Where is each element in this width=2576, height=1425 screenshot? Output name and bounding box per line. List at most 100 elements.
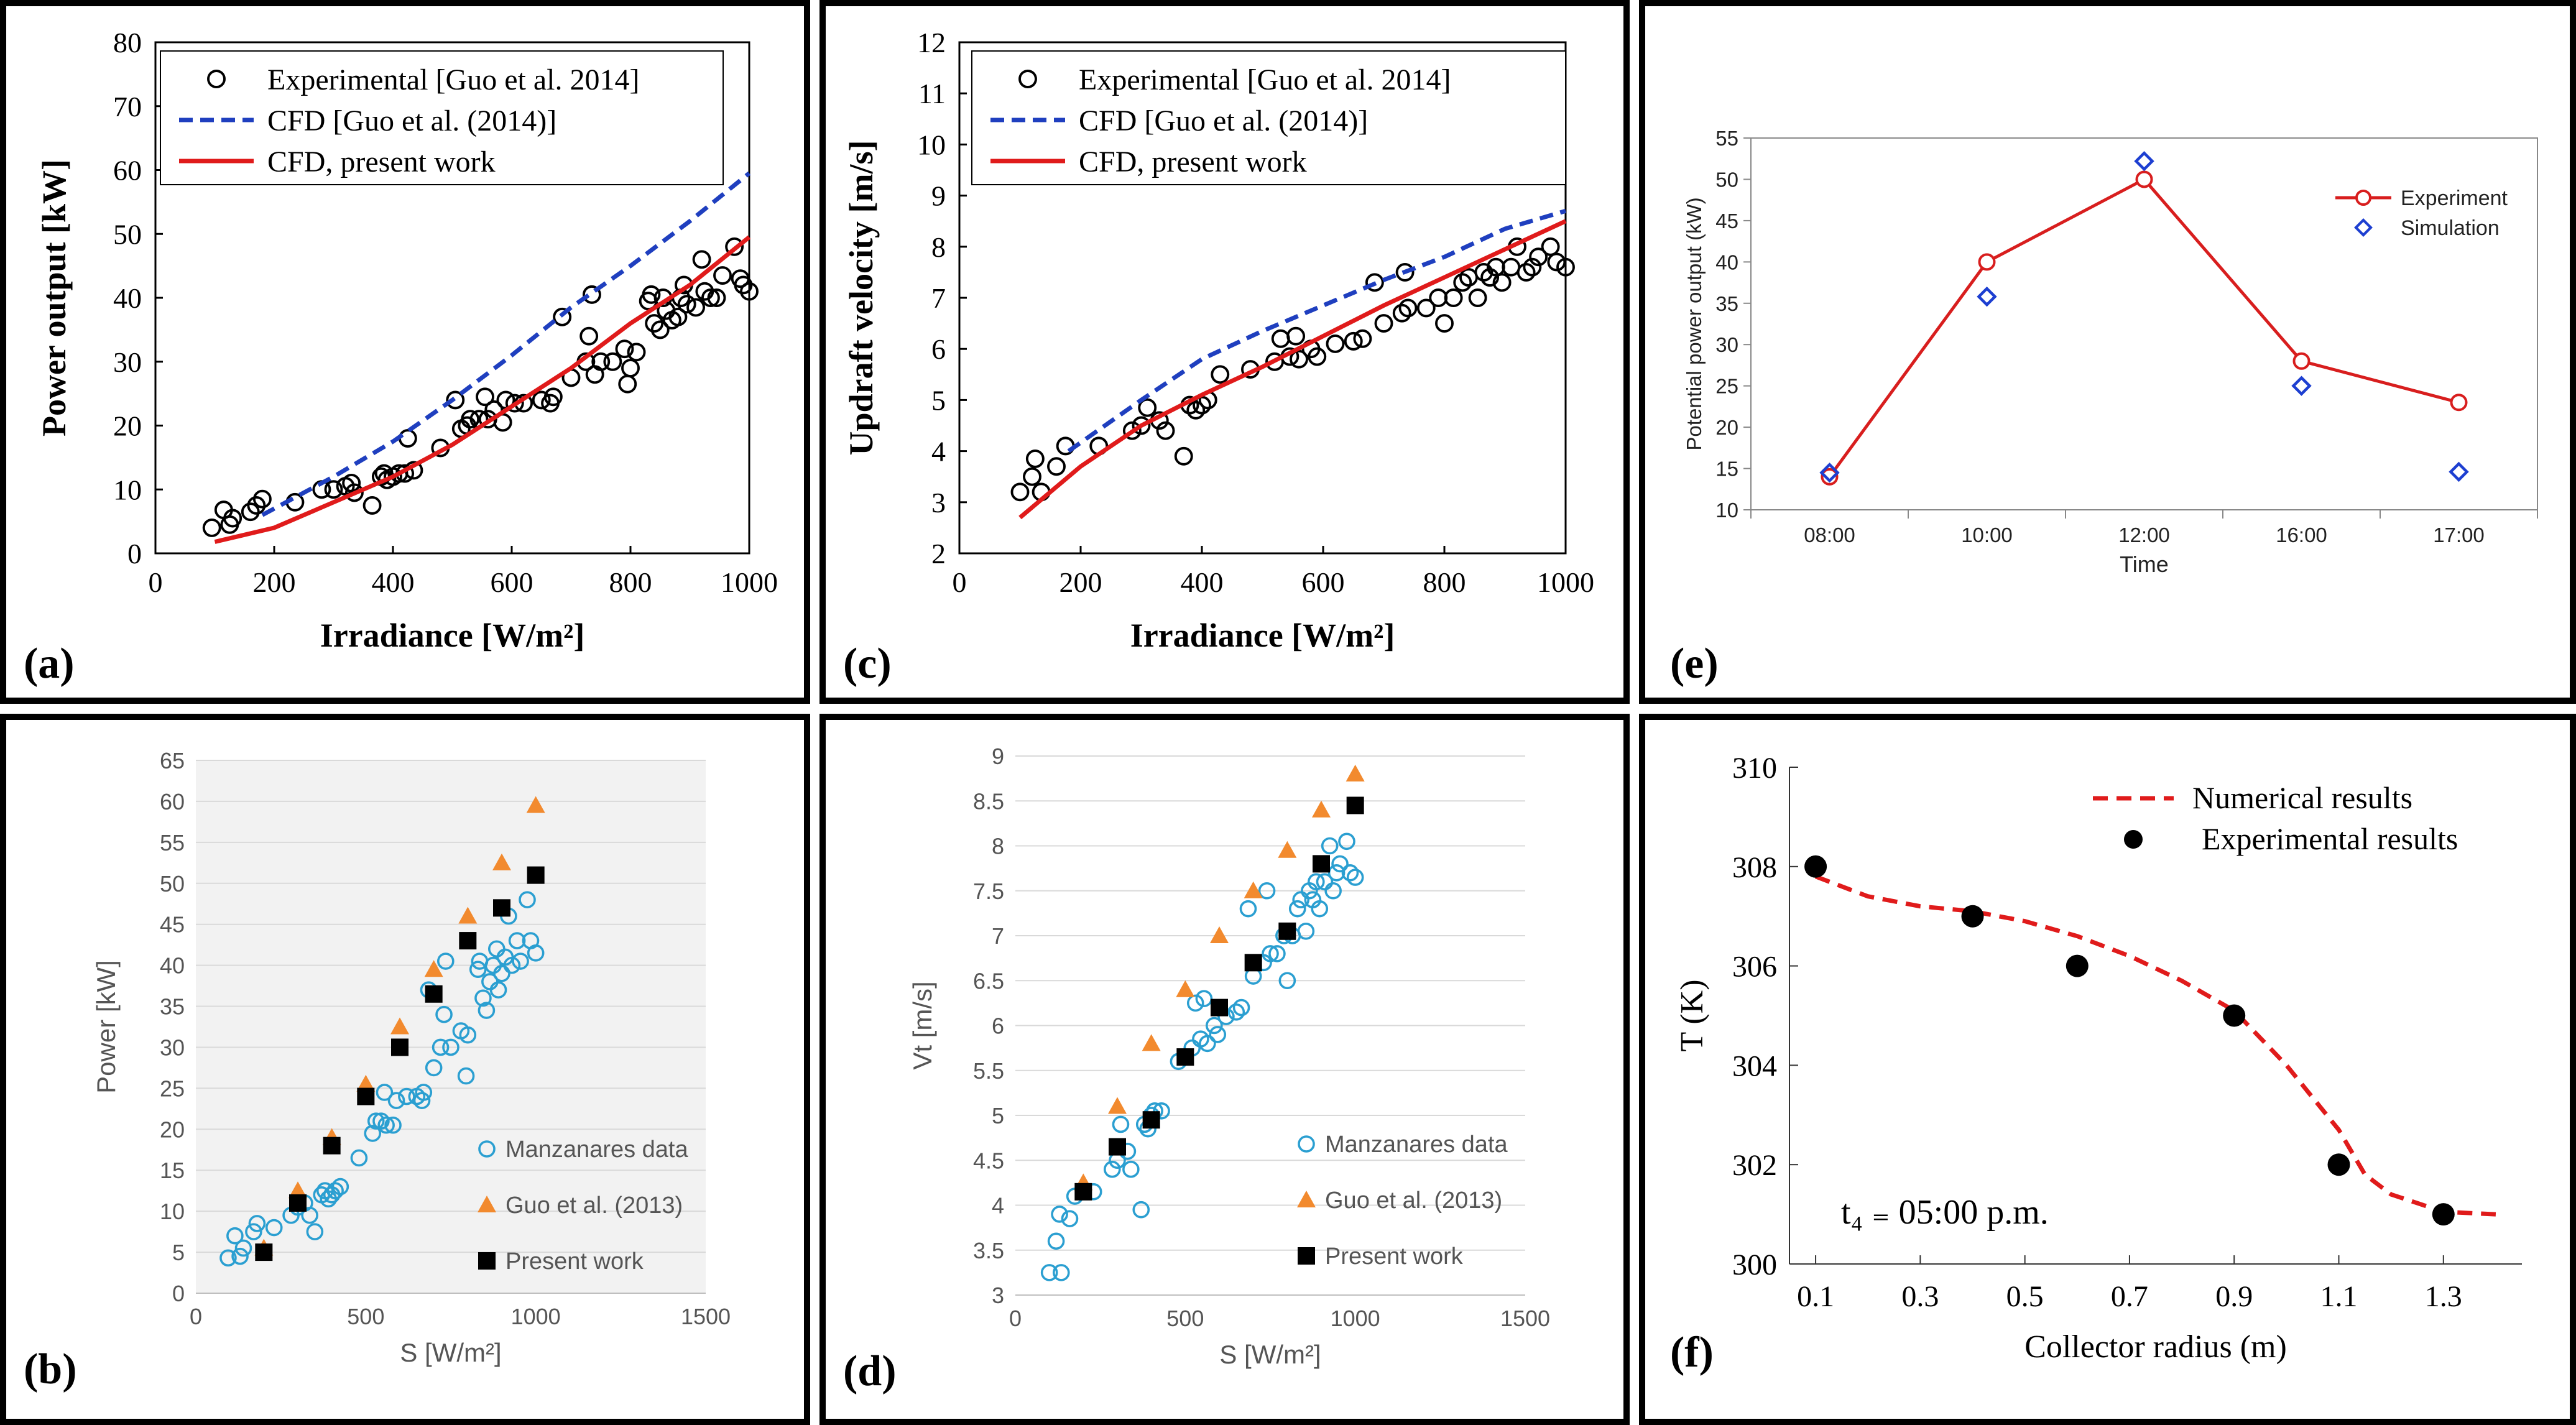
- data-point: [415, 1084, 433, 1101]
- data-point: [642, 285, 661, 304]
- data-point: [615, 339, 634, 359]
- data-point: [2134, 150, 2154, 172]
- data-point: [342, 474, 361, 492]
- y-tick-label: 4: [931, 436, 946, 468]
- y-axis-label: T (K): [1674, 979, 1710, 1051]
- data-point: [707, 288, 726, 307]
- data-point: [1023, 467, 1041, 486]
- legend-label: Manzanares data: [1325, 1132, 1508, 1158]
- data-point: [1176, 980, 1195, 997]
- series-line: [1067, 208, 1566, 453]
- chart-c: 0 200 400 600 800 1000 2 3 4 5 6 7 8 9 10 11 12 Irradianc…: [843, 27, 1594, 688]
- data-point: [226, 1227, 244, 1245]
- data-point: [219, 1249, 237, 1267]
- x-tick-label: 500: [1166, 1306, 1204, 1331]
- x-tick-label: 600: [1302, 566, 1345, 598]
- legend-box: [971, 50, 1566, 185]
- data-point: [326, 1182, 344, 1199]
- data-point: [1344, 331, 1363, 351]
- legend-marker: [1298, 1247, 1315, 1265]
- data-point: [435, 1005, 453, 1023]
- x-tick-label: 500: [347, 1304, 384, 1329]
- data-point: [1365, 273, 1384, 292]
- y-tick-label: 300: [1732, 1248, 1777, 1281]
- data-point: [492, 853, 511, 870]
- y-tick-label: 30: [113, 346, 142, 378]
- data-point: [1109, 1138, 1126, 1156]
- data-point: [446, 390, 465, 410]
- x-tick-label: 1500: [1500, 1306, 1550, 1331]
- data-point: [265, 1219, 283, 1237]
- y-tick-label: 302: [1732, 1149, 1777, 1182]
- x-tick-label: 0.3: [1901, 1280, 1939, 1313]
- chart-a: 0 200 400 600 800 1000 0 10 20 30 40 50 60 70 80 Irradi…: [24, 27, 778, 688]
- data-point: [645, 314, 664, 333]
- data-point: [1444, 288, 1463, 307]
- data-point: [650, 320, 670, 339]
- legend: Numerical results Experimental results: [2093, 780, 2458, 856]
- data-point: [1209, 1026, 1227, 1043]
- x-tick-label: 17:00: [2433, 523, 2485, 546]
- data-point: [1211, 365, 1230, 384]
- y-tick-label: 10: [160, 1199, 185, 1224]
- data-point: [1804, 855, 1827, 878]
- legend-marker: [2354, 218, 2373, 237]
- series-line: [214, 235, 751, 544]
- data-point: [582, 285, 601, 304]
- series-line: [261, 171, 751, 517]
- series-dashed-line: [261, 171, 751, 517]
- y-tick-label: 6.5: [973, 968, 1004, 994]
- data-point: [1541, 237, 1560, 256]
- data-point: [289, 1194, 307, 1212]
- data-point: [701, 288, 720, 307]
- data-point: [461, 410, 480, 429]
- y-tick-label: 15: [1715, 458, 1738, 481]
- data-point: [1429, 288, 1448, 307]
- x-tick-label: 0: [953, 566, 967, 598]
- data-point: [1326, 334, 1345, 353]
- data-point: [476, 387, 494, 407]
- data-point: [1239, 900, 1257, 918]
- data-point: [2066, 954, 2089, 977]
- data-point: [1278, 922, 1296, 940]
- legend-marker: [1297, 1191, 1316, 1207]
- data-point: [2223, 1004, 2246, 1027]
- data-point: [356, 1074, 376, 1092]
- data-point: [376, 1084, 394, 1101]
- data-point: [1523, 257, 1542, 277]
- legend-marker: [478, 1196, 496, 1212]
- data-point: [1435, 314, 1454, 333]
- chart-e: 10 15 20 25 30 35 40 45 50 55 08:00 10:00 12:00 16:00…: [1670, 127, 2538, 688]
- series-square: [255, 866, 545, 1261]
- data-point: [425, 1059, 443, 1077]
- legend-marker: [2355, 190, 2371, 206]
- data-point: [1977, 286, 1997, 307]
- y-tick-label: 2: [931, 538, 946, 570]
- data-point: [1040, 1264, 1058, 1281]
- legend-marker: [207, 70, 226, 88]
- data-point: [2449, 461, 2469, 482]
- data-point: [469, 961, 487, 979]
- y-tick-label: 5.5: [973, 1058, 1004, 1084]
- y-tick-label: 6: [931, 333, 946, 365]
- data-point: [398, 1087, 415, 1105]
- data-point: [1244, 881, 1263, 898]
- data-point: [1103, 1160, 1121, 1178]
- x-tick-label: 1000: [511, 1304, 561, 1329]
- x-tick-label: 10:00: [1961, 523, 2013, 546]
- y-tick-label: 5: [992, 1103, 1004, 1128]
- y-tick-label: 50: [1715, 168, 1738, 191]
- data-point: [425, 985, 443, 1003]
- chart-e-group: 10 15 20 25 30 35 40 45 50 55 08:00 10:00 12:00 16:00…: [1670, 127, 2538, 688]
- data-point: [391, 1038, 409, 1056]
- data-point: [1010, 482, 1030, 502]
- chart-f-group: 300 302 304 306 308 310 0.1 0.3 0.5 0.7 0.9 1.1 1.3 C…: [1670, 752, 2522, 1377]
- data-point: [1025, 449, 1045, 468]
- data-point: [725, 237, 744, 256]
- data-point: [1244, 954, 1262, 972]
- chart-d-group: 3 3.5 4 4.5 5 5.5 6 6.5 7 7.5 8 8.5 9 0 500 1000 1500 S […: [843, 744, 1550, 1395]
- data-point: [350, 1149, 368, 1167]
- legend-label: Experiment: [2401, 187, 2508, 210]
- data-point: [323, 1137, 341, 1155]
- data-point: [324, 480, 343, 499]
